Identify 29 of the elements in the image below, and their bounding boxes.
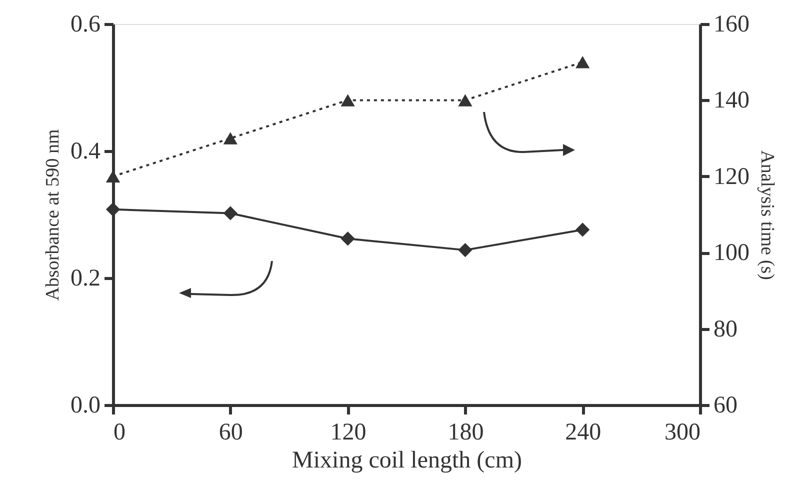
y2-tick-label: 120 [714,164,750,190]
x-axis-title: Mixing coil length (cm) [292,448,522,474]
x-tick-label: 0 [114,420,126,446]
point [106,202,120,216]
point [458,242,472,258]
point [340,94,355,106]
y-tick-label: 0.2 [70,266,100,292]
y2-tick-label: 100 [714,240,750,266]
point [576,222,590,237]
point [576,56,590,68]
point [223,206,238,220]
y2-tick-label: 140 [714,88,750,114]
x-tick-label: 60 [218,420,243,446]
x-tick-label: 300 [664,420,700,446]
x-tick-label: 120 [330,420,366,446]
x-tick-label: 240 [565,420,602,446]
y2-tick-label: 80 [714,316,738,342]
point [223,132,238,144]
point [106,170,120,183]
y-tick-label: 0.6 [70,12,100,38]
y-axis-title: Absorbance at 590 nm [42,129,64,301]
x-tick-label: 180 [448,420,484,446]
y2-axis-title: Analysis time (s) [756,150,778,280]
y-tick-label: 0.4 [70,138,100,164]
point [340,232,355,246]
y-tick-label: 0.0 [70,392,100,418]
point [458,94,472,106]
y2-tick-label: 60 [714,392,738,418]
y2-tick-label: 160 [714,12,750,38]
